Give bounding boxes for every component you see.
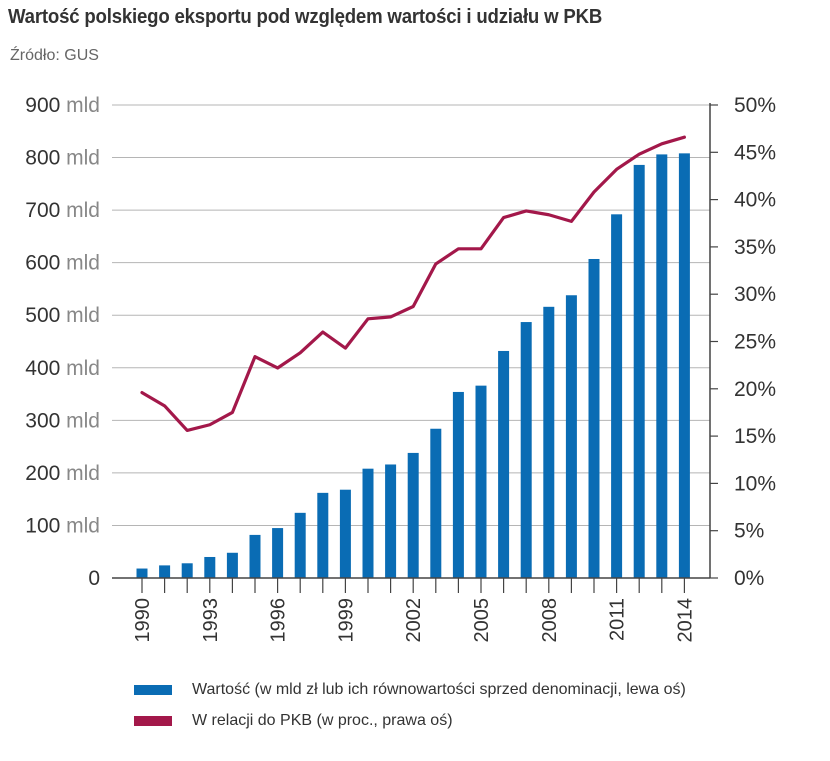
source-note: Źródło: GUS: [10, 47, 99, 64]
left-tick-label: 100 mld: [25, 514, 100, 537]
right-tick-label: 5%: [734, 520, 764, 543]
gdp-share-line: [140, 135, 687, 433]
right-tick-label: 40%: [734, 189, 776, 212]
bar-2010: [588, 258, 600, 578]
left-tick-label: 800 mld: [25, 147, 100, 170]
chart-title: Wartość polskiego eksportu pod względem …: [8, 6, 603, 28]
x-tick-label-1996: 1996: [268, 598, 290, 643]
bar-2008: [543, 306, 555, 578]
right-tick-label: 20%: [734, 378, 776, 401]
left-tick-label: 700 mld: [25, 199, 100, 222]
right-tick-label: 45%: [734, 141, 776, 164]
legend-label-line: W relacji do PKB (w proc., prawa oś): [192, 712, 453, 729]
axes: [112, 103, 718, 593]
left-tick-label: 300 mld: [25, 409, 100, 432]
legend-item-bars: Wartość (w mld zł lub ich równowartości …: [134, 681, 686, 699]
x-tick-label-2014: 2014: [674, 598, 696, 643]
left-tick-label: 500 mld: [25, 304, 100, 327]
chart: 0 100 mld 200 mld 300 mld 400 mld 500 mld 600 …: [25, 94, 776, 643]
bar-2009: [565, 295, 577, 578]
bar-2011: [611, 214, 623, 578]
x-tick-label-1999: 1999: [335, 598, 357, 643]
bar-series: [136, 153, 690, 578]
bar-1993: [204, 556, 216, 578]
x-tick-label-2011: 2011: [607, 598, 629, 641]
right-tick-label: 35%: [734, 236, 776, 259]
right-tick-label: 25%: [734, 331, 776, 354]
right-tick-label: 15%: [734, 425, 776, 448]
bar-2014: [678, 153, 690, 578]
left-tick-label: 0: [88, 567, 100, 590]
bar-2003: [430, 428, 442, 578]
right-axis-labels: 0% 5% 10% 15% 20% 25% 30% 35% 40% 45% 50%: [734, 94, 776, 590]
legend-swatch-bars: [134, 685, 172, 695]
left-tick-label: 600 mld: [25, 252, 100, 275]
bar-2004: [452, 391, 464, 578]
left-tick-label: 400 mld: [25, 357, 100, 380]
bar-1995: [249, 534, 261, 578]
bar-2001: [385, 464, 397, 578]
x-tick-label-1993: 1993: [200, 598, 222, 643]
legend-label-bars: Wartość (w mld zł lub ich równowartości …: [192, 681, 686, 698]
bar-2005: [475, 385, 487, 578]
bar-1996: [272, 528, 284, 578]
left-tick-label: 900 mld: [25, 94, 100, 117]
left-tick-label: 200 mld: [25, 462, 100, 485]
bar-2013: [656, 154, 668, 578]
legend-item-line: W relacji do PKB (w proc., prawa oś): [134, 712, 453, 730]
bar-1994: [226, 552, 238, 578]
x-tick-label-1990: 1990: [132, 598, 154, 643]
bar-1997: [294, 512, 306, 578]
bar-2012: [633, 164, 645, 578]
bar-1999: [339, 489, 351, 578]
right-tick-label: 10%: [734, 472, 776, 495]
line-series: [140, 135, 687, 433]
x-tick-label-2002: 2002: [403, 598, 425, 643]
x-axis-labels: 1990 1993 1996 1999 2002 2005 2008 2011 2014: [132, 598, 696, 643]
bar-1990: [136, 568, 148, 578]
right-tick-label: 50%: [734, 94, 776, 117]
right-tick-label: 30%: [734, 283, 776, 306]
bar-1998: [317, 492, 329, 578]
x-tick-label-2008: 2008: [539, 598, 561, 643]
x-tick-label-2005: 2005: [471, 598, 493, 643]
bar-1991: [159, 565, 171, 578]
bar-2000: [362, 468, 374, 578]
left-axis-labels: 0 100 mld 200 mld 300 mld 400 mld 500 mld 600 …: [25, 94, 100, 590]
bar-1992: [181, 563, 193, 578]
bar-2007: [520, 322, 532, 578]
right-tick-label: 0%: [734, 567, 764, 590]
bar-2002: [407, 452, 419, 578]
grid-lines: [112, 104, 710, 526]
bar-2006: [498, 350, 510, 578]
legend-swatch-line: [134, 716, 172, 726]
